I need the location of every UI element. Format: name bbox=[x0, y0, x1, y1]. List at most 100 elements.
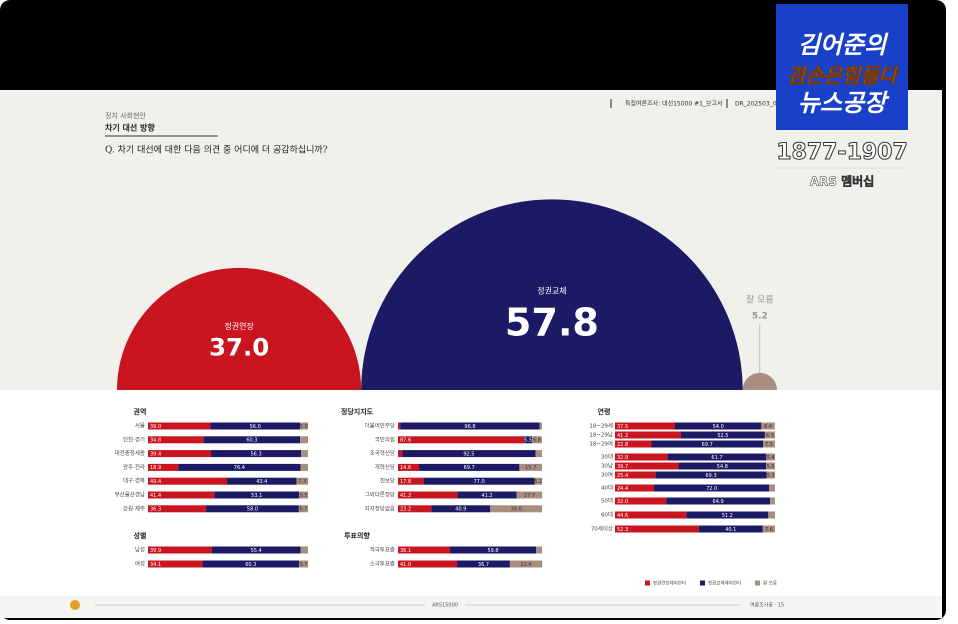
value-label: 5.5 bbox=[767, 464, 775, 470]
bar-segment bbox=[210, 422, 300, 430]
bar-segment bbox=[615, 511, 687, 519]
bar-segment bbox=[769, 484, 775, 492]
bar-segment bbox=[615, 525, 699, 533]
row-label: 대구·경북 bbox=[123, 477, 145, 485]
bar-segment bbox=[532, 436, 542, 444]
value-label: 87.6 bbox=[400, 438, 411, 444]
value-label: 5.5 bbox=[524, 438, 532, 444]
bar-segment bbox=[666, 497, 771, 505]
value-label: 39.4 bbox=[150, 451, 161, 457]
value-label: 39.9 bbox=[150, 548, 161, 554]
value-label: 60.3 bbox=[246, 438, 257, 444]
value-label: 34.8 bbox=[150, 438, 161, 444]
bar-segment bbox=[300, 422, 308, 430]
circle-label: 정권교체 bbox=[537, 285, 566, 295]
bar-segment bbox=[449, 546, 537, 554]
bar-segment bbox=[206, 505, 299, 513]
value-label: 6.3 bbox=[766, 433, 774, 439]
value-label: 77.0 bbox=[474, 479, 485, 485]
bar-segment bbox=[615, 471, 656, 479]
circle-value: 5.2 bbox=[752, 312, 768, 322]
value-label: 69.7 bbox=[464, 465, 475, 471]
value-label: 49.4 bbox=[150, 479, 161, 485]
bar-segment bbox=[148, 436, 204, 444]
bar-segment bbox=[615, 484, 655, 492]
row-label: 인천·경기 bbox=[123, 435, 145, 443]
value-label: 5.7 bbox=[299, 507, 307, 513]
panel-title: 정당지지도 bbox=[341, 407, 374, 416]
value-label: 76.4 bbox=[234, 465, 245, 471]
legend-label: 정권연장해야한다 bbox=[653, 580, 687, 587]
value-label: 60.3 bbox=[245, 562, 256, 568]
bar-segment bbox=[615, 440, 652, 448]
bar-segment bbox=[457, 560, 510, 568]
bar-segment bbox=[678, 462, 767, 470]
legend-swatch bbox=[645, 580, 650, 586]
circle-label: 정권연장 bbox=[224, 321, 254, 331]
row-label: 여성 bbox=[135, 560, 145, 568]
row-label: 18~29여 bbox=[589, 440, 613, 448]
value-label: 43.4 bbox=[256, 479, 267, 485]
panel-title: 성별 bbox=[134, 531, 147, 540]
bar-segment bbox=[398, 450, 403, 458]
half-circle bbox=[742, 372, 777, 390]
value-label: 5.2 bbox=[534, 479, 542, 485]
slide-footer-bg bbox=[0, 596, 942, 618]
membership: ARS 멤버십 bbox=[810, 174, 874, 189]
bar-segment bbox=[519, 463, 542, 471]
value-label: 5.5 bbox=[300, 493, 308, 499]
bar-segment bbox=[148, 491, 215, 499]
bar-segment bbox=[211, 546, 301, 554]
bar-segment bbox=[524, 436, 533, 444]
bar-segment bbox=[770, 497, 775, 505]
question: Q. 차기 대선에 대한 다음 의견 중 어디에 더 공감하십니까? bbox=[105, 144, 328, 156]
bar-segment bbox=[402, 450, 536, 458]
circle-value: 57.8 bbox=[505, 301, 599, 345]
value-label: 52.3 bbox=[617, 527, 628, 533]
bar-segment bbox=[211, 450, 302, 458]
value-label: 51.2 bbox=[722, 513, 733, 519]
bar-segment bbox=[148, 560, 203, 568]
logo-line3: 뉴스공장 bbox=[798, 89, 890, 117]
bar-segment bbox=[398, 560, 458, 568]
topic: 차기 대선 방향 bbox=[105, 123, 155, 133]
bar-segment bbox=[680, 431, 765, 439]
row-label: 18~29남 bbox=[589, 431, 613, 439]
bar-segment bbox=[686, 511, 769, 519]
row-label: 개혁신당 bbox=[375, 463, 395, 471]
value-label: 72.0 bbox=[706, 486, 717, 492]
bar-segment bbox=[431, 505, 491, 513]
value-label: 7.6 bbox=[765, 527, 773, 533]
bar-segment bbox=[655, 471, 767, 479]
panel-title: 권역 bbox=[134, 407, 147, 416]
row-label: 조국혁신당 bbox=[370, 449, 395, 457]
bar-segment bbox=[768, 511, 775, 519]
report-code: DR_202503_04 bbox=[735, 101, 781, 108]
value-label: 17.8 bbox=[400, 479, 411, 485]
bar-segment bbox=[299, 560, 309, 568]
value-label: 39.7 bbox=[617, 464, 628, 470]
value-label: 18.9 bbox=[150, 465, 161, 471]
bar-segment bbox=[148, 477, 228, 485]
row-label: 진보당 bbox=[380, 477, 395, 485]
bar-segment bbox=[675, 422, 762, 430]
value-label: 5.4 bbox=[767, 455, 775, 461]
bar-segment bbox=[535, 450, 542, 458]
value-label: 59.8 bbox=[487, 548, 498, 554]
row-label: 서울 bbox=[135, 422, 145, 430]
value-label: 6.8 bbox=[533, 438, 541, 444]
half-circle bbox=[117, 267, 362, 390]
row-label: 강원·제주 bbox=[123, 504, 145, 512]
legend-swatch bbox=[755, 580, 760, 586]
panel-title: 연령 bbox=[598, 407, 611, 416]
legend-swatch bbox=[700, 580, 705, 586]
value-label: 41.0 bbox=[400, 562, 411, 568]
bar-segment bbox=[516, 491, 543, 499]
bar-segment bbox=[766, 462, 775, 470]
row-label: 40대 bbox=[601, 484, 613, 492]
bar-segment bbox=[300, 463, 308, 471]
row-label: 30대 bbox=[601, 453, 613, 461]
value-label: 41.2 bbox=[400, 493, 411, 499]
bar-segment bbox=[615, 497, 667, 505]
legend-label: 잘 모름 bbox=[763, 580, 777, 587]
